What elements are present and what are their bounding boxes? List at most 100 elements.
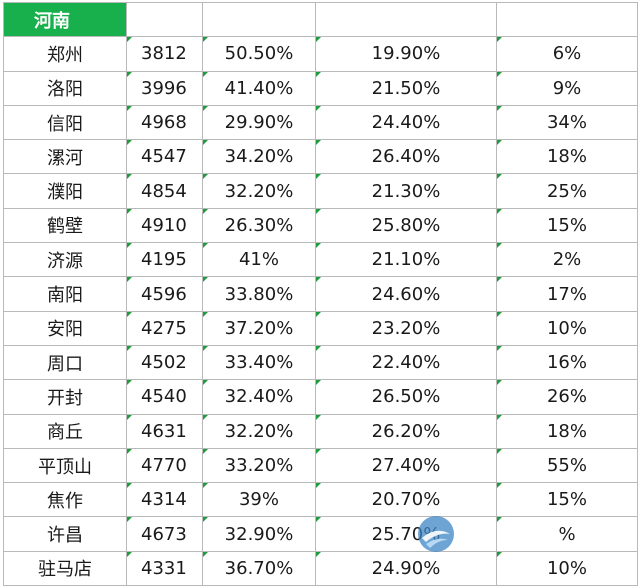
percent-cell-2[interactable]: 26.50% (315, 379, 497, 415)
table-row: 安阳 4275 37.20% 23.20% 10% (3, 310, 638, 346)
percent-cell-3[interactable]: 10% (496, 310, 638, 346)
percent-cell-3[interactable]: 10% (496, 550, 638, 587)
value-cell[interactable]: 4547 (126, 139, 203, 175)
city-cell[interactable]: 安阳 (3, 310, 127, 346)
percent-cell-2[interactable]: 26.20% (315, 413, 497, 449)
percent-cell-3[interactable]: 26% (496, 379, 638, 415)
percent-cell-1[interactable]: 50.50% (202, 36, 316, 72)
city-cell[interactable]: 平顶山 (3, 447, 127, 484)
city-cell[interactable]: 驻马店 (3, 550, 127, 587)
percent-cell-1[interactable]: 29.90% (202, 104, 316, 141)
percent-cell-3[interactable]: 17% (496, 276, 638, 312)
value-cell[interactable]: 4502 (126, 344, 203, 381)
table-row: 许昌 4673 32.90% 25.70%% (3, 516, 638, 552)
percent-cell-2[interactable]: 25.80% (315, 207, 497, 244)
percent-cell-2[interactable]: 21.10% (315, 242, 497, 278)
value-cell[interactable]: 4314 (126, 482, 203, 518)
city-cell[interactable]: 信阳 (3, 104, 127, 141)
percent-cell-1[interactable]: 32.90% (202, 516, 316, 552)
percent-cell-1[interactable]: 34.20% (202, 139, 316, 175)
percent-cell-1[interactable]: 33.40% (202, 344, 316, 381)
percent-cell-2[interactable]: 21.50% (315, 70, 497, 106)
percent-cell-1[interactable]: 32.20% (202, 173, 316, 209)
city-cell[interactable]: 南阳 (3, 276, 127, 312)
city-cell[interactable]: 鹤壁 (3, 207, 127, 244)
table-row: 平顶山 4770 33.20% 27.40% 55% (3, 447, 638, 484)
table-row: 濮阳 4854 32.20% 21.30% 25% (3, 173, 638, 209)
percent-cell-3[interactable]: 15% (496, 207, 638, 244)
value-cell[interactable]: 4631 (126, 413, 203, 449)
percent-cell-2[interactable]: 27.40% (315, 447, 497, 484)
value-cell[interactable]: 3996 (126, 70, 203, 106)
table-row: 驻马店 4331 36.70% 24.90% 10% (3, 550, 638, 587)
value-cell[interactable]: 4540 (126, 379, 203, 415)
percent-cell-2[interactable]: 21.30% (315, 173, 497, 209)
city-cell[interactable]: 洛阳 (3, 70, 127, 106)
table-row: 济源 4195 41% 21.10% 2% (3, 242, 638, 278)
percent-cell-1[interactable]: 33.20% (202, 447, 316, 484)
city-cell[interactable]: 商丘 (3, 413, 127, 449)
percent-cell-3[interactable]: 34% (496, 104, 638, 141)
percent-cell-3[interactable]: 25% (496, 173, 638, 209)
percent-cell-2[interactable]: 20.70% (315, 482, 497, 518)
percent-cell-3[interactable]: % (496, 516, 638, 552)
percent-cell-2[interactable]: 26.40% (315, 139, 497, 175)
header-cell-2[interactable] (126, 1, 203, 38)
percent-cell-1[interactable]: 32.40% (202, 379, 316, 415)
percent-cell-3[interactable]: 18% (496, 139, 638, 175)
value-cell[interactable]: 4596 (126, 276, 203, 312)
percent-cell-1[interactable]: 32.20% (202, 413, 316, 449)
value-cell[interactable]: 4854 (126, 173, 203, 209)
percent-cell-3[interactable]: 15% (496, 482, 638, 518)
percent-cell-2[interactable]: 24.60% (315, 276, 497, 312)
percent-cell-3[interactable]: 16% (496, 344, 638, 381)
value-cell[interactable]: 4910 (126, 207, 203, 244)
watermark-logo-icon (418, 516, 454, 552)
percent-cell-1[interactable]: 39% (202, 482, 316, 518)
value-cell[interactable]: 4195 (126, 242, 203, 278)
percent-cell-2[interactable]: 25.70% (315, 516, 497, 552)
value-cell[interactable]: 4770 (126, 447, 203, 484)
percent-cell-2[interactable]: 24.40% (315, 104, 497, 141)
header-cell-4[interactable] (315, 1, 497, 38)
table-row: 郑州 3812 50.50% 19.90% 6% (3, 36, 638, 72)
table-row: 开封 4540 32.40% 26.50% 26% (3, 379, 638, 415)
value-cell[interactable]: 3812 (126, 36, 203, 72)
percent-cell-1[interactable]: 26.30% (202, 207, 316, 244)
percent-cell-1[interactable]: 41% (202, 242, 316, 278)
city-cell[interactable]: 濮阳 (3, 173, 127, 209)
percent-cell-3[interactable]: 9% (496, 70, 638, 106)
city-cell[interactable]: 漯河 (3, 139, 127, 175)
city-cell[interactable]: 许昌 (3, 516, 127, 552)
value-cell[interactable]: 4275 (126, 310, 203, 346)
header-cell-5[interactable] (496, 1, 638, 38)
percent-cell-2[interactable]: 24.90% (315, 550, 497, 587)
table-row: 周口 4502 33.40% 22.40% 16% (3, 344, 638, 381)
header-row: 河南 (3, 1, 638, 38)
percent-cell-2[interactable]: 22.40% (315, 344, 497, 381)
percent-cell-3[interactable]: 6% (496, 36, 638, 72)
table-row: 信阳 4968 29.90% 24.40% 34% (3, 104, 638, 141)
percent-cell-3[interactable]: 2% (496, 242, 638, 278)
percent-cell-2[interactable]: 23.20% (315, 310, 497, 346)
percent-cell-3[interactable]: 18% (496, 413, 638, 449)
header-cell-province[interactable]: 河南 (3, 1, 127, 38)
percent-cell-3[interactable]: 55% (496, 447, 638, 484)
table-row: 焦作 4314 39% 20.70% 15% (3, 482, 638, 518)
value-cell[interactable]: 4331 (126, 550, 203, 587)
table-row: 洛阳 3996 41.40% 21.50% 9% (3, 70, 638, 106)
city-cell[interactable]: 焦作 (3, 482, 127, 518)
percent-cell-1[interactable]: 41.40% (202, 70, 316, 106)
city-cell[interactable]: 开封 (3, 379, 127, 415)
city-cell[interactable]: 周口 (3, 344, 127, 381)
city-cell[interactable]: 济源 (3, 242, 127, 278)
value-cell[interactable]: 4968 (126, 104, 203, 141)
table-row: 商丘 4631 32.20% 26.20% 18% (3, 413, 638, 449)
header-cell-3[interactable] (202, 1, 316, 38)
value-cell[interactable]: 4673 (126, 516, 203, 552)
percent-cell-1[interactable]: 33.80% (202, 276, 316, 312)
percent-cell-1[interactable]: 37.20% (202, 310, 316, 346)
percent-cell-2[interactable]: 19.90% (315, 36, 497, 72)
city-cell[interactable]: 郑州 (3, 36, 127, 72)
percent-cell-1[interactable]: 36.70% (202, 550, 316, 587)
